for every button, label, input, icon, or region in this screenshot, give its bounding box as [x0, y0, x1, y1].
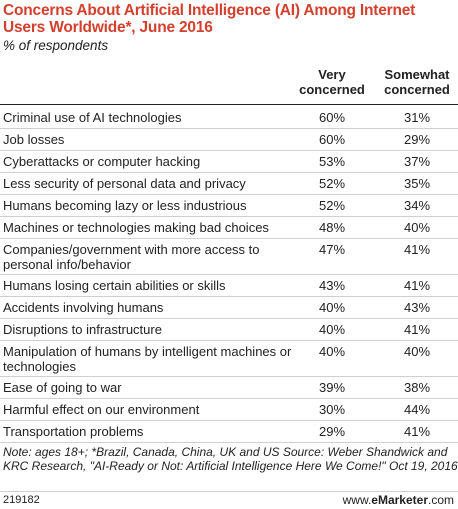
value-somewhat-concerned: 34%: [403, 198, 431, 213]
table-row: Humans becoming lazy or less industrious…: [0, 194, 458, 216]
row-divider: [0, 216, 458, 217]
row-divider: [0, 238, 458, 239]
row-divider: [0, 442, 458, 443]
value-somewhat-concerned: 29%: [403, 132, 431, 147]
value-somewhat-concerned: 40%: [403, 344, 431, 359]
table-row: Transportation problems 29% 41%: [0, 420, 458, 442]
value-very-concerned: 47%: [318, 242, 346, 257]
value-very-concerned: 60%: [318, 132, 346, 147]
value-somewhat-concerned: 41%: [403, 242, 431, 257]
row-label: Humans losing certain abilities or skill…: [3, 278, 226, 293]
row-divider: [0, 340, 458, 341]
table-row: Ease of going to war 39% 38%: [0, 376, 458, 398]
footer: 219182 www.eMarketer.com: [0, 491, 458, 509]
value-very-concerned: 43%: [318, 278, 346, 293]
row-label: Companies/government with more access to…: [3, 242, 260, 272]
row-label: Harmful effect on our environment: [3, 402, 200, 417]
row-divider: [0, 296, 458, 297]
value-very-concerned: 29%: [318, 424, 346, 439]
brand-url: www.eMarketer.com: [342, 493, 454, 507]
table-row: Job losses 60% 29%: [0, 128, 458, 150]
row-label: Disruptions to infrastructure: [3, 322, 162, 337]
value-somewhat-concerned: 37%: [403, 154, 431, 169]
row-label: Less security of personal data and priva…: [3, 176, 246, 191]
chart-subtitle: % of respondents: [3, 38, 109, 53]
row-label: Manipulation of humans by intelligent ma…: [3, 344, 292, 374]
row-divider: [0, 128, 458, 129]
value-somewhat-concerned: 41%: [403, 424, 431, 439]
row-divider: [0, 318, 458, 319]
table-row: Disruptions to infrastructure 40% 41%: [0, 318, 458, 340]
value-somewhat-concerned: 41%: [403, 322, 431, 337]
row-label: Humans becoming lazy or less industrious: [3, 198, 247, 213]
value-very-concerned: 40%: [318, 300, 346, 315]
row-label: Accidents involving humans: [3, 300, 164, 315]
row-label: Cyberattacks or computer hacking: [3, 154, 201, 169]
row-label: Transportation problems: [3, 424, 144, 439]
row-divider: [0, 274, 458, 275]
chart-title: Concerns About Artificial Intelligence (…: [3, 2, 416, 36]
table-row: Cyberattacks or computer hacking 53% 37%: [0, 150, 458, 172]
table-row: Less security of personal data and priva…: [0, 172, 458, 194]
value-somewhat-concerned: 31%: [403, 110, 431, 125]
row-label: Machines or technologies making bad choi…: [3, 220, 269, 235]
value-very-concerned: 53%: [318, 154, 346, 169]
value-somewhat-concerned: 41%: [403, 278, 431, 293]
table-row: Companies/government with more access to…: [0, 238, 458, 274]
column-header-very-concerned: Very concerned: [299, 67, 365, 97]
header-rule: [0, 104, 458, 105]
row-divider: [0, 398, 458, 399]
table-row: Humans losing certain abilities or skill…: [0, 274, 458, 296]
notes-and-source: Note: ages 18+; *Brazil, Canada, China, …: [3, 445, 458, 473]
value-very-concerned: 48%: [318, 220, 346, 235]
value-somewhat-concerned: 44%: [403, 402, 431, 417]
value-very-concerned: 40%: [318, 322, 346, 337]
row-divider: [0, 420, 458, 421]
row-label: Ease of going to war: [3, 380, 122, 395]
value-very-concerned: 40%: [318, 344, 346, 359]
value-somewhat-concerned: 40%: [403, 220, 431, 235]
row-divider: [0, 194, 458, 195]
row-label: Criminal use of AI technologies: [3, 110, 182, 125]
table-row: Accidents involving humans 40% 43%: [0, 296, 458, 318]
table-row: Machines or technologies making bad choi…: [0, 216, 458, 238]
value-very-concerned: 52%: [318, 176, 346, 191]
row-label: Job losses: [3, 132, 65, 147]
table-row: Harmful effect on our environment 30% 44%: [0, 398, 458, 420]
row-divider: [0, 172, 458, 173]
value-somewhat-concerned: 43%: [403, 300, 431, 315]
chart-id: 219182: [3, 494, 40, 506]
column-header-somewhat-concerned: Somewhat concerned: [384, 67, 450, 97]
value-somewhat-concerned: 38%: [403, 380, 431, 395]
value-somewhat-concerned: 35%: [403, 176, 431, 191]
row-divider: [0, 150, 458, 151]
table-row: Criminal use of AI technologies 60% 31%: [0, 106, 458, 128]
value-very-concerned: 30%: [318, 402, 346, 417]
value-very-concerned: 52%: [318, 198, 346, 213]
value-very-concerned: 39%: [318, 380, 346, 395]
row-divider: [0, 376, 458, 377]
value-very-concerned: 60%: [318, 110, 346, 125]
table-row: Manipulation of humans by intelligent ma…: [0, 340, 458, 376]
